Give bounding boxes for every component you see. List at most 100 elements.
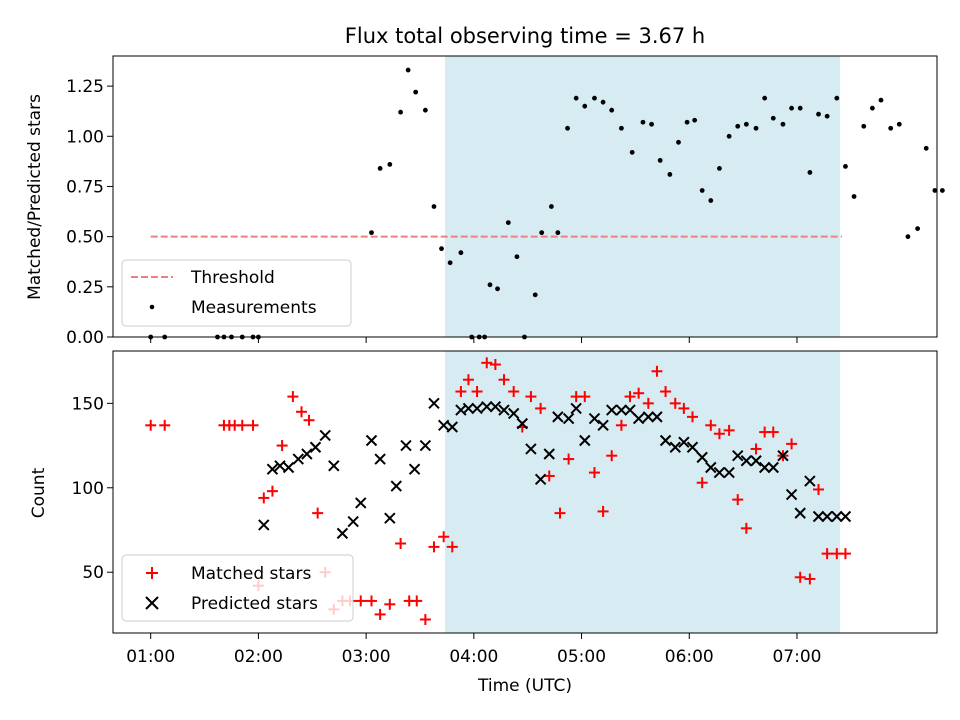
measurement-point	[923, 145, 929, 151]
measurement-point	[726, 133, 732, 139]
matched-star-point	[660, 386, 672, 398]
matched-star-point	[462, 374, 474, 386]
predicted-star-point	[831, 510, 843, 523]
predicted-star-point	[481, 401, 493, 413]
predicted-star-point	[570, 402, 582, 415]
measurement-point	[548, 204, 554, 209]
matched-star-point	[508, 386, 520, 398]
matched-star-point	[839, 548, 851, 560]
measurement-point	[843, 163, 848, 169]
matched-star-point	[159, 419, 171, 431]
matched-star-point	[419, 613, 431, 625]
matched-star-point	[740, 522, 752, 534]
top-axes-frame	[112, 55, 938, 338]
predicted-star-point	[374, 453, 386, 465]
measurement-point	[676, 139, 681, 145]
predicted-star-point	[462, 402, 475, 415]
bottom-x-tick-label: 04:00	[449, 647, 498, 667]
measurement-point	[387, 161, 393, 167]
matched-star-point	[705, 419, 717, 431]
matched-star-point	[563, 453, 575, 465]
bottom-x-tick-label: 01:00	[126, 647, 175, 667]
predicted-star-point	[732, 449, 744, 462]
measurement-point	[896, 121, 902, 127]
predicted-star-point	[365, 434, 378, 447]
measurement-point	[932, 188, 938, 193]
predicted-star-point	[750, 455, 762, 467]
top-y-ticks: 0.00 0.25 0.50 0.75 1.00 1.25	[66, 77, 113, 348]
matched-star-point	[312, 507, 324, 519]
matched-star-point	[455, 386, 467, 398]
top-y-tick-label: 0.00	[66, 328, 104, 348]
measurement-point	[398, 109, 403, 115]
measurement-point	[753, 125, 759, 131]
predicted-star-point	[390, 480, 402, 492]
matched-star-point	[525, 391, 537, 403]
predicted-star-point	[301, 448, 313, 460]
predicted-star-point	[516, 417, 529, 430]
matched-star-point	[276, 440, 288, 452]
predicted-star-point	[428, 397, 440, 410]
predicted-star-point	[534, 473, 547, 486]
bottom-x-tick-label: 02:00	[234, 647, 283, 667]
bottom-x-tick-label: 05:00	[557, 647, 606, 667]
measurement-point	[939, 188, 945, 193]
matched-star-point	[446, 541, 458, 553]
top-y-tick-label: 1.25	[66, 77, 104, 97]
top-legend-measurements-label: Measurements	[191, 298, 317, 318]
matched-star-point	[821, 548, 833, 560]
predicted-star-point	[597, 419, 609, 432]
matched-star-point	[535, 402, 547, 414]
predicted-star-point	[740, 455, 753, 467]
predicted-star-point	[651, 411, 663, 423]
top-x-ticks	[150, 337, 798, 343]
predicted-star-point	[632, 412, 645, 425]
matched-star-point	[579, 391, 591, 403]
measurement-point	[649, 121, 654, 127]
matched-star-point	[606, 450, 618, 462]
bottom-x-tick-label: 03:00	[342, 647, 391, 667]
measurement-point	[505, 220, 511, 225]
matched-star-point	[471, 386, 483, 398]
matched-star-point	[651, 365, 663, 377]
matched-star-point	[732, 494, 744, 506]
measurement-point	[780, 121, 786, 127]
top-y-tick-label: 1.00	[66, 127, 104, 147]
predicted-star-point	[384, 512, 396, 524]
predicted-star-point	[588, 412, 601, 425]
matched-star-point	[767, 426, 779, 438]
matched-star-point	[489, 359, 501, 371]
top-legend-box	[121, 259, 352, 327]
measurement-point	[905, 234, 911, 240]
measurement-point	[699, 188, 705, 193]
predicted-star-point	[507, 407, 520, 420]
matched-star-point	[303, 414, 315, 426]
measurement-point	[565, 125, 570, 131]
predicted-star-point	[347, 515, 359, 528]
matched-star-point	[678, 402, 690, 414]
top-panel: 0.00 0.25 0.50 0.75 1.00 1.25 Flux total obse…	[25, 24, 945, 348]
matched-star-point	[554, 507, 566, 519]
bottom-x-tick-label: 06:00	[665, 647, 714, 667]
measurement-point	[878, 97, 884, 103]
measurement-point	[834, 95, 840, 101]
matched-star-point	[266, 485, 278, 497]
measurement-point	[573, 95, 579, 101]
measurement-point	[413, 89, 419, 95]
measurement-point	[708, 198, 714, 203]
bottom-x-ticks: 01:00 02:00 03:00 04:00 05:00 06:00 07:00	[126, 633, 821, 667]
matched-star-point	[633, 387, 645, 399]
matched-star-point	[287, 391, 299, 403]
matched-star-point	[355, 595, 367, 607]
measurement-point	[861, 123, 867, 129]
predicted-star-point	[552, 411, 564, 423]
predicted-star-point	[812, 510, 825, 523]
predicted-star-point	[319, 429, 331, 442]
measurement-point	[422, 107, 428, 113]
predicted-star-point	[686, 441, 699, 453]
matched-star-point	[588, 467, 600, 479]
measurement-point	[495, 286, 500, 292]
measurement-point	[743, 121, 749, 127]
measurement-point	[888, 125, 894, 131]
